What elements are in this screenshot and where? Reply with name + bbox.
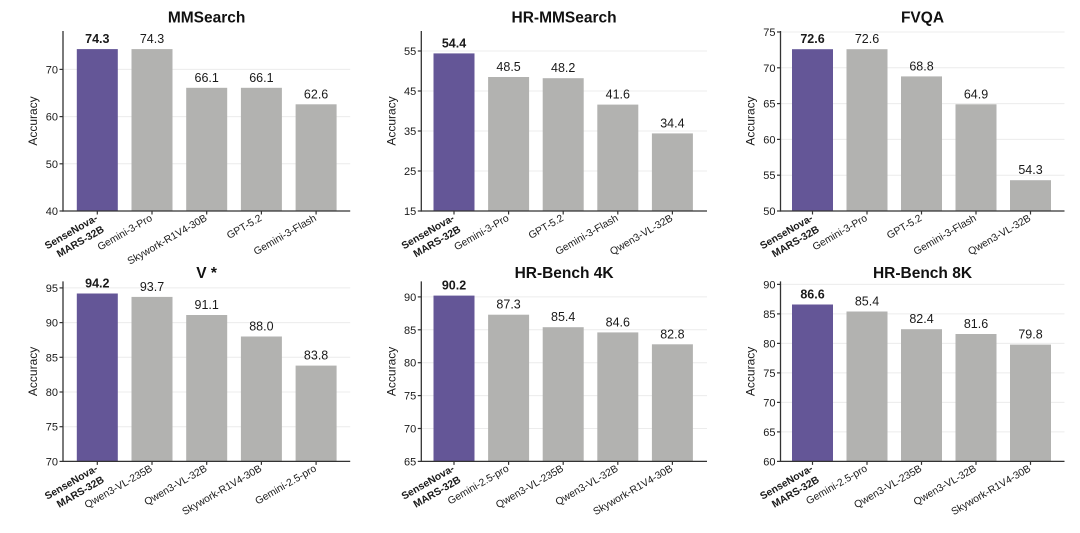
svg-text:64.9: 64.9	[964, 87, 988, 101]
svg-text:55: 55	[763, 170, 775, 182]
svg-text:54.4: 54.4	[442, 36, 466, 50]
svg-text:75: 75	[404, 391, 416, 403]
svg-text:FVQA: FVQA	[901, 10, 944, 27]
svg-text:HR-Bench 8K: HR-Bench 8K	[873, 265, 973, 282]
svg-text:54.3: 54.3	[1018, 163, 1042, 177]
svg-text:80: 80	[404, 358, 416, 370]
svg-text:Accuracy: Accuracy	[744, 347, 758, 396]
svg-text:85.4: 85.4	[551, 310, 575, 324]
svg-text:82.4: 82.4	[909, 312, 933, 326]
svg-text:83.8: 83.8	[304, 349, 328, 363]
svg-text:75: 75	[763, 27, 775, 39]
svg-text:85: 85	[46, 352, 58, 364]
svg-text:74.3: 74.3	[85, 32, 109, 46]
svg-text:95: 95	[46, 283, 58, 295]
svg-text:81.6: 81.6	[964, 317, 988, 331]
svg-text:Accuracy: Accuracy	[26, 96, 40, 145]
svg-text:65: 65	[404, 456, 416, 468]
svg-text:Accuracy: Accuracy	[744, 96, 758, 145]
svg-text:93.7: 93.7	[140, 280, 164, 294]
svg-text:80: 80	[46, 387, 58, 399]
svg-text:82.8: 82.8	[660, 327, 684, 341]
svg-text:34.4: 34.4	[660, 116, 684, 130]
svg-text:35: 35	[404, 126, 416, 138]
svg-text:79.8: 79.8	[1018, 328, 1042, 342]
svg-text:90: 90	[404, 292, 416, 304]
svg-text:70: 70	[46, 456, 58, 468]
svg-text:85: 85	[404, 325, 416, 337]
svg-text:84.6: 84.6	[606, 315, 630, 329]
svg-text:V *: V *	[196, 265, 218, 282]
svg-text:Accuracy: Accuracy	[384, 347, 398, 396]
svg-text:90.2: 90.2	[442, 279, 466, 293]
svg-text:55: 55	[404, 46, 416, 58]
svg-text:75: 75	[46, 422, 58, 434]
svg-text:80: 80	[763, 338, 775, 350]
svg-text:70: 70	[404, 424, 416, 436]
svg-text:50: 50	[46, 159, 58, 171]
svg-text:41.6: 41.6	[606, 88, 630, 102]
svg-text:50: 50	[763, 206, 775, 218]
svg-text:65: 65	[763, 99, 775, 111]
svg-text:75: 75	[763, 368, 775, 380]
svg-text:48.2: 48.2	[551, 61, 575, 75]
svg-text:68.8: 68.8	[909, 59, 933, 73]
svg-text:Accuracy: Accuracy	[384, 96, 398, 145]
svg-text:87.3: 87.3	[496, 298, 520, 312]
svg-text:66.1: 66.1	[195, 71, 219, 85]
svg-text:74.3: 74.3	[140, 32, 164, 46]
svg-text:94.2: 94.2	[85, 277, 109, 291]
svg-text:Accuracy: Accuracy	[26, 347, 40, 396]
svg-text:40: 40	[46, 206, 58, 218]
svg-text:62.6: 62.6	[304, 87, 328, 101]
svg-text:HR-MMSearch: HR-MMSearch	[512, 10, 617, 27]
svg-text:88.0: 88.0	[249, 320, 273, 334]
svg-text:85: 85	[763, 309, 775, 321]
svg-text:MMSearch: MMSearch	[168, 10, 246, 27]
svg-text:15: 15	[404, 206, 416, 218]
svg-text:65: 65	[763, 427, 775, 439]
svg-text:70: 70	[763, 63, 775, 75]
svg-text:72.6: 72.6	[800, 32, 824, 46]
svg-text:86.6: 86.6	[800, 288, 824, 302]
svg-text:60: 60	[763, 134, 775, 146]
svg-text:91.1: 91.1	[195, 298, 219, 312]
svg-text:66.1: 66.1	[249, 71, 273, 85]
svg-text:90: 90	[763, 279, 775, 291]
svg-text:70: 70	[763, 397, 775, 409]
svg-text:70: 70	[46, 64, 58, 76]
svg-text:60: 60	[46, 112, 58, 124]
svg-text:72.6: 72.6	[855, 32, 879, 46]
svg-text:48.5: 48.5	[496, 60, 520, 74]
svg-text:90: 90	[46, 318, 58, 330]
svg-text:60: 60	[763, 456, 775, 468]
svg-text:45: 45	[404, 86, 416, 98]
svg-text:25: 25	[404, 166, 416, 178]
svg-text:85.4: 85.4	[855, 295, 879, 309]
svg-text:HR-Bench 4K: HR-Bench 4K	[515, 265, 615, 282]
